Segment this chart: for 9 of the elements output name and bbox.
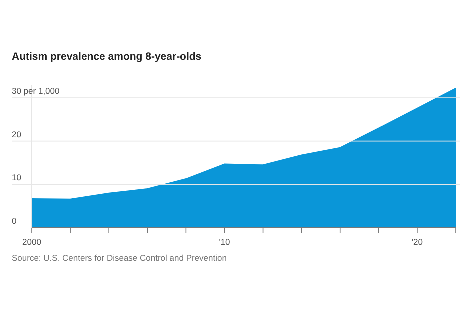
y-tick-label: 30 per 1,000 (12, 86, 60, 96)
chart-title: Autism prevalence among 8-year-olds (12, 51, 202, 63)
x-tick-label: 2000 (22, 237, 42, 247)
x-tick-label: '20 (412, 237, 424, 247)
y-tick-label: 10 (12, 172, 22, 183)
x-tick-label: '10 (219, 237, 231, 247)
y-tick-label: 20 (12, 129, 22, 140)
y-tick-label: 0 (12, 216, 17, 226)
source-note: Source: U.S. Centers for Disease Control and Prevention (12, 253, 227, 263)
